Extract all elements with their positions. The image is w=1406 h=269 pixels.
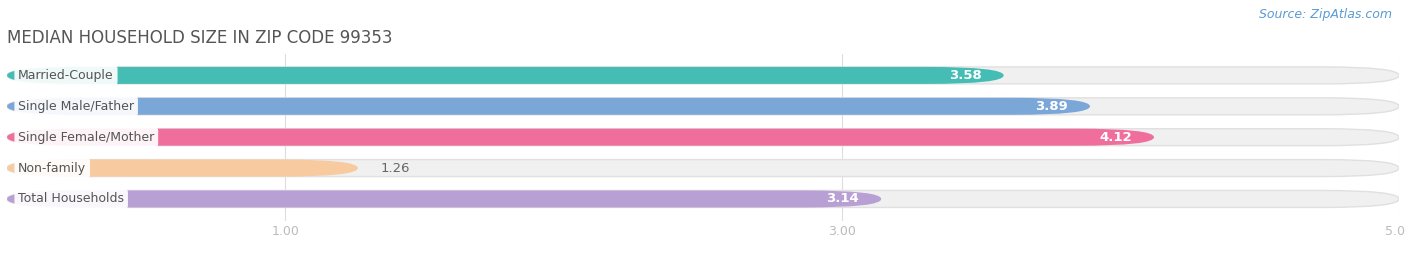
FancyBboxPatch shape — [7, 160, 357, 176]
Text: Single Male/Father: Single Male/Father — [18, 100, 134, 113]
FancyBboxPatch shape — [7, 98, 1090, 115]
Text: 3.58: 3.58 — [949, 69, 981, 82]
Text: Married-Couple: Married-Couple — [18, 69, 114, 82]
Text: 4.12: 4.12 — [1099, 131, 1132, 144]
Text: 3.14: 3.14 — [827, 192, 859, 206]
Text: Non-family: Non-family — [18, 162, 86, 175]
Text: Source: ZipAtlas.com: Source: ZipAtlas.com — [1258, 8, 1392, 21]
FancyBboxPatch shape — [7, 67, 1004, 84]
Text: Single Female/Mother: Single Female/Mother — [18, 131, 155, 144]
Text: MEDIAN HOUSEHOLD SIZE IN ZIP CODE 99353: MEDIAN HOUSEHOLD SIZE IN ZIP CODE 99353 — [7, 29, 392, 47]
Text: 1.26: 1.26 — [380, 162, 409, 175]
Text: Total Households: Total Households — [18, 192, 124, 206]
FancyBboxPatch shape — [7, 129, 1399, 146]
FancyBboxPatch shape — [7, 98, 1399, 115]
FancyBboxPatch shape — [7, 190, 882, 207]
FancyBboxPatch shape — [7, 67, 1399, 84]
FancyBboxPatch shape — [7, 160, 1399, 176]
FancyBboxPatch shape — [7, 129, 1154, 146]
FancyBboxPatch shape — [7, 190, 1399, 207]
Text: 3.89: 3.89 — [1035, 100, 1067, 113]
